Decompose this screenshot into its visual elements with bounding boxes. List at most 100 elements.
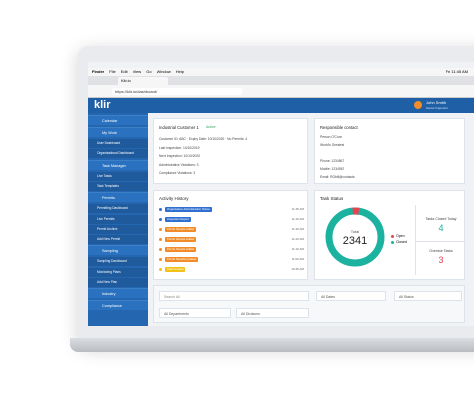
total-value: 2341 bbox=[342, 235, 368, 247]
nav-section[interactable]: My Work bbox=[88, 127, 148, 137]
departments-select[interactable]: All Departments bbox=[159, 308, 231, 318]
menu-item[interactable]: Go bbox=[146, 69, 152, 74]
task-status-card: Task Status Total 2341 Open Closed Tasks… bbox=[314, 190, 466, 280]
tab-bar: Klir.io bbox=[88, 76, 474, 85]
filter-panel: Search All All Dates All Status All Depa… bbox=[153, 285, 465, 323]
menu-items: Finder File Edit View Go Window Help bbox=[92, 68, 184, 76]
nav-item[interactable]: Permitting Dashboard bbox=[88, 204, 148, 214]
info-line: World's Greatest bbox=[320, 143, 345, 147]
user-role: Senior Inspector bbox=[426, 106, 448, 110]
divisions-select[interactable]: All Divisions bbox=[236, 308, 309, 318]
nav-item[interactable]: User Dashboard bbox=[88, 139, 148, 148]
menu-bar: Finder File Edit View Go Window Help Fri 11:45… bbox=[88, 68, 474, 76]
nav-item[interactable]: Live Tasks bbox=[88, 171, 148, 181]
overdue-label: Overdue Tasks bbox=[429, 249, 453, 253]
activity-tag[interactable]: Inspection Report bbox=[165, 217, 191, 222]
nav-section[interactable]: Permits bbox=[88, 192, 148, 203]
nav-section[interactable]: Industry bbox=[88, 288, 148, 299]
info-line: Person O'Conn bbox=[320, 135, 343, 139]
divider bbox=[415, 205, 416, 275]
activity-card: Activity History Organisation Administra… bbox=[153, 190, 308, 280]
menu-item[interactable]: Help bbox=[175, 69, 185, 74]
card-title: Industrial Customer 1 bbox=[159, 125, 199, 130]
activity-dot bbox=[159, 268, 162, 271]
search-field[interactable]: Search All bbox=[159, 291, 309, 301]
menu-item[interactable]: Edit bbox=[120, 69, 128, 74]
activity-dot bbox=[159, 258, 162, 261]
status-select[interactable]: All Status bbox=[394, 291, 462, 301]
nav-item[interactable]: Sampling Dashboard bbox=[88, 257, 148, 267]
url-bar: https://klir.io/dashboard/ bbox=[88, 85, 474, 98]
user-name: John Smith bbox=[426, 100, 447, 105]
card-title: Activity History bbox=[159, 196, 189, 201]
info-line: Compliance Violations: 3 bbox=[159, 171, 196, 175]
activity-time: 11:30 AM bbox=[291, 227, 304, 231]
nav-section[interactable]: Calendar bbox=[88, 115, 148, 125]
activity-time: 11:40 AM bbox=[291, 217, 304, 221]
activity-tag[interactable]: Permit Sampling Added bbox=[165, 257, 199, 262]
legend-dot bbox=[391, 235, 394, 238]
info-line: Mobile: 1234567 bbox=[320, 167, 345, 171]
activity-tag[interactable]: Organisation Administration Notice bbox=[165, 207, 212, 212]
menu-item[interactable]: Window bbox=[156, 69, 171, 74]
activity-dot bbox=[159, 248, 162, 251]
activity-dot bbox=[159, 238, 162, 241]
logo[interactable]: klir bbox=[94, 99, 111, 111]
clock: Fri 11:45 AM bbox=[445, 69, 468, 74]
app-header: klir John Smith Senior Inspector bbox=[88, 98, 474, 113]
nav-section[interactable]: Task Manager bbox=[88, 159, 148, 170]
laptop-base bbox=[70, 338, 474, 352]
activity-tag[interactable]: Permit Sample Added bbox=[165, 247, 197, 252]
legend-label: Closed bbox=[396, 240, 407, 244]
closed-today-value: 4 bbox=[438, 223, 444, 233]
info-line: Administrative Violations: 3 bbox=[159, 162, 199, 167]
card-title: Task Status bbox=[320, 196, 344, 201]
info-line: Customer ID: ABC · Expiry Date: 10/10/20… bbox=[159, 137, 248, 141]
activity-time: 11:10 AM bbox=[291, 247, 304, 251]
nav-item[interactable]: Add New Permit bbox=[88, 235, 148, 245]
info-line: Phone: 1234567 bbox=[320, 159, 345, 163]
activity-tag[interactable]: Permit Sample Added bbox=[165, 237, 197, 242]
activity-tag[interactable]: Permit Sample Added bbox=[165, 227, 197, 232]
screen: Finder File Edit View Go Window Help Fri 11:45… bbox=[88, 62, 474, 326]
divider bbox=[416, 241, 466, 242]
menu-item[interactable]: File bbox=[109, 69, 116, 74]
activity-time: 11:00 AM bbox=[291, 257, 304, 261]
closed-today-label: Tasks Closed Today bbox=[425, 217, 457, 221]
nav-item[interactable]: Live Permits bbox=[88, 214, 148, 224]
info-line: Next Inspection: 10/10/2020 bbox=[159, 154, 201, 158]
activity-time: 11:20 AM bbox=[291, 237, 304, 241]
browser-tab[interactable]: Klir.io bbox=[118, 77, 168, 85]
menu-item[interactable]: Finder bbox=[92, 69, 105, 74]
nav-item[interactable]: Add New Plan bbox=[88, 278, 148, 287]
info-line: Last Inspection: 10/10/2019 bbox=[159, 145, 200, 150]
donut bbox=[325, 207, 385, 267]
card-title: Responsible contact bbox=[320, 125, 358, 130]
nav-section[interactable]: Sampling bbox=[88, 245, 148, 256]
dates-select[interactable]: All Dates bbox=[316, 291, 386, 301]
total-label: Total bbox=[350, 229, 360, 234]
contact-card: Responsible contact Person O'Conn World's… bbox=[314, 118, 465, 184]
overdue-value: 3 bbox=[438, 255, 444, 265]
menu-item[interactable]: View bbox=[132, 69, 142, 74]
activity-time: 10:45 AM bbox=[291, 267, 304, 271]
sidebar: Calendar My Work User Dashboard Organisatio… bbox=[88, 113, 148, 326]
status-badge: Active bbox=[206, 125, 216, 129]
legend-dot bbox=[391, 241, 394, 244]
activity-tag[interactable]: Task Created bbox=[165, 267, 186, 272]
legend-label: Open bbox=[396, 234, 405, 238]
url-field[interactable]: https://klir.io/dashboard/ bbox=[112, 88, 242, 95]
avatar[interactable] bbox=[414, 101, 422, 109]
nav-section[interactable]: Compliance bbox=[88, 300, 148, 311]
activity-dot bbox=[159, 208, 162, 211]
activity-dot bbox=[159, 228, 162, 231]
customer-card: Industrial Customer 1 Active Customer ID… bbox=[153, 118, 308, 184]
activity-time: 11:45 AM bbox=[291, 207, 304, 211]
nav-item[interactable]: Task Templates bbox=[88, 181, 148, 191]
activity-dot bbox=[159, 218, 162, 221]
nav-item[interactable]: Monitoring Plans bbox=[88, 267, 148, 277]
nav-item[interactable]: Permit Archive bbox=[88, 224, 148, 234]
info-line: Email: RGbill@contacts bbox=[320, 175, 355, 179]
nav-item[interactable]: Organisational Dashboard bbox=[88, 149, 148, 159]
